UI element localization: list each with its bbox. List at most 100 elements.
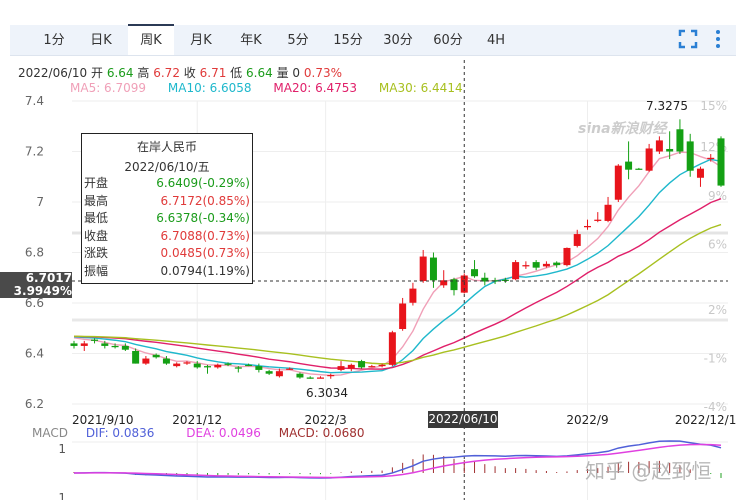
macd-title: MACD xyxy=(32,426,68,440)
crosshair-date-label: 2022/06/10 xyxy=(428,411,498,428)
tooltip-title: 在岸人民币 xyxy=(136,140,197,154)
candle-up xyxy=(316,377,324,379)
x-tick-label: 2021/12 xyxy=(172,413,222,427)
ma30-legend: MA30: 6.4414 xyxy=(378,81,463,95)
info-open: 6.64 xyxy=(106,66,134,80)
tooltip-row-label: 开盘 xyxy=(84,176,109,190)
candle-down xyxy=(111,345,119,348)
candle-down xyxy=(481,277,489,282)
dea-line xyxy=(73,443,722,479)
tooltip-row-value: 6.6409(-0.29%) xyxy=(156,176,250,190)
tooltip-row: 最高 6.7172(0.85%) xyxy=(82,193,252,211)
tooltip-date: 2022/06/10/五 xyxy=(124,160,210,174)
dif-line xyxy=(73,440,722,479)
candle-down xyxy=(501,279,509,281)
candle-up xyxy=(440,280,448,286)
dif-legend: DIF: 0.0836 xyxy=(85,426,155,440)
tab-1min[interactable]: 1分 xyxy=(43,33,65,48)
crosshair-percent: 3.9949% xyxy=(13,283,72,298)
tooltip-row-value: 6.7088(0.73%) xyxy=(160,228,250,243)
tab-yearly[interactable]: 年K xyxy=(240,33,262,48)
candle-down xyxy=(717,138,725,186)
candle-down xyxy=(255,366,263,370)
tooltip-row-value: 6.7172(0.85%) xyxy=(160,193,250,208)
candle-up xyxy=(522,265,530,267)
tooltip-row-value: 6.6378(-0.34%) xyxy=(156,211,250,225)
ma5-legend: MA5: 6.7099 xyxy=(70,81,147,95)
info-date: 2022/06/10 xyxy=(18,66,88,80)
more-vertical-icon[interactable] xyxy=(714,29,722,53)
tooltip-row-value: 0.0794(1.19%) xyxy=(160,263,250,278)
candle-down xyxy=(296,373,304,378)
crosshair-price: 6.7017 xyxy=(25,271,72,285)
tooltip-row-value: 0.0485(0.73%) xyxy=(160,246,250,260)
tab-4h[interactable]: 4H xyxy=(486,33,506,48)
candle-down xyxy=(132,350,140,364)
candle-down xyxy=(358,361,366,368)
zhihu-watermark: 知乎 @赵郅恒 xyxy=(585,459,712,483)
tooltip-row-label: 涨跌 xyxy=(84,246,109,260)
candle-down xyxy=(152,354,160,358)
candle-down xyxy=(193,363,201,368)
y-right-tick-label: 15% xyxy=(700,99,727,113)
candle-down xyxy=(162,358,170,364)
sina-watermark-logo: sina新浪财经 xyxy=(578,121,667,137)
tab-30min[interactable]: 30分 xyxy=(383,33,413,48)
ma20-line xyxy=(73,198,722,370)
tab-daily[interactable]: 日K xyxy=(90,33,112,48)
ma10-legend: MA10: 6.6058 xyxy=(167,81,252,95)
period-tab-bar: 1分 日K 周K 月K 年K 5分 15分 30分 60分 4H xyxy=(10,24,736,56)
candle-down xyxy=(265,371,273,374)
info-low: 6.64 xyxy=(246,66,273,80)
tab-60min[interactable]: 60分 xyxy=(433,33,463,48)
info-high: 6.72 xyxy=(153,66,180,80)
candle-down xyxy=(204,366,212,368)
candle-up xyxy=(604,204,612,221)
info-vol-label: 量 xyxy=(276,66,289,80)
x-tick-label: 2022/12/1 xyxy=(675,413,736,427)
candle-up xyxy=(594,219,602,221)
fullscreen-icon[interactable] xyxy=(678,29,698,53)
candle-down xyxy=(471,269,479,277)
macd-value-legend: MACD: 0.0680 xyxy=(278,426,365,440)
y-right-tick-label: 2% xyxy=(708,303,727,317)
candle-down xyxy=(625,161,633,170)
max-price-label: 7.3275 xyxy=(646,99,688,113)
y-tick-label: 6.8 xyxy=(25,246,44,260)
candle-down xyxy=(553,262,561,266)
candle-down xyxy=(224,363,232,365)
candle-down xyxy=(532,262,540,268)
y-tick-label: 7 xyxy=(36,195,44,209)
candle-up xyxy=(614,165,622,200)
candle-down xyxy=(666,148,674,152)
candle-down xyxy=(245,364,253,367)
tab-5min[interactable]: 5分 xyxy=(287,33,309,48)
ma20-legend: MA20: 6.4753 xyxy=(273,81,358,95)
tooltip-row: 开盘 6.6409(-0.29%) xyxy=(82,175,252,193)
x-tick-label: 2022/3 xyxy=(305,413,347,427)
candle-down xyxy=(306,377,314,379)
info-open-label: 开 xyxy=(91,66,104,80)
crosshair-price-label: 6.7017 3.9949% xyxy=(0,272,72,298)
candle-down xyxy=(101,343,109,346)
candle-down xyxy=(491,280,499,282)
candle-up xyxy=(80,343,88,346)
tab-monthly[interactable]: 月K xyxy=(190,33,212,48)
tab-15min[interactable]: 15分 xyxy=(333,33,363,48)
candle-down xyxy=(676,129,684,152)
tab-weekly[interactable]: 周K xyxy=(128,24,174,55)
dea-legend: DEA: 0.0496 xyxy=(186,426,261,440)
candle-up xyxy=(419,256,427,282)
y-right-tick-label: -4% xyxy=(704,400,727,414)
candle-down xyxy=(635,168,643,170)
tooltip-row: 收盘 6.7088(0.73%) xyxy=(82,228,252,246)
tooltip-row-label: 最低 xyxy=(84,211,109,225)
candle-up xyxy=(573,234,581,246)
candle-up xyxy=(645,148,653,171)
candle-up xyxy=(707,157,715,160)
candle-down xyxy=(686,141,694,171)
candle-up xyxy=(275,371,283,377)
candle-down xyxy=(91,339,99,341)
y-tick-label: 6.2 xyxy=(25,397,44,411)
